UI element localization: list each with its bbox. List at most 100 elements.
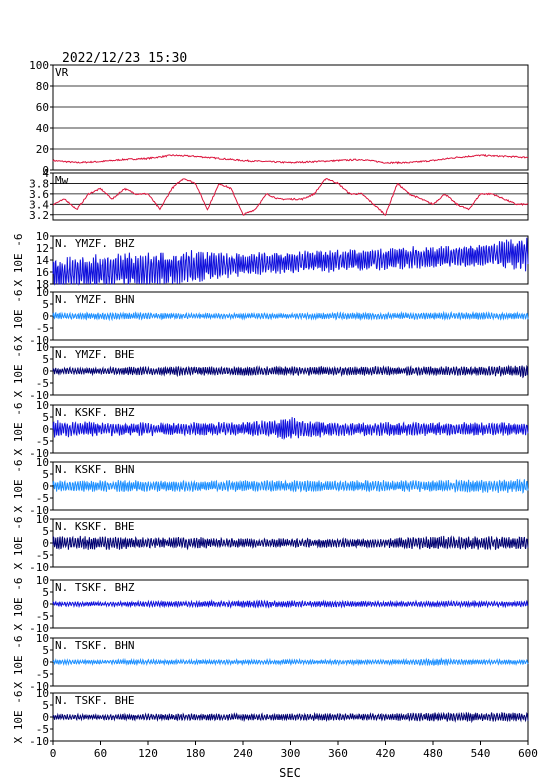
y-tick-label: 14 bbox=[36, 254, 50, 267]
y-axis-unit-label: X 10E -6 bbox=[12, 403, 25, 456]
series-line bbox=[52, 657, 529, 667]
panel-label: N. YMZF. BHN bbox=[55, 293, 134, 306]
y-tick-label: 5 bbox=[42, 525, 49, 538]
series-line bbox=[52, 310, 529, 322]
y-tick-label: 10 bbox=[36, 230, 49, 243]
x-tick-label: 600 bbox=[518, 747, 538, 760]
x-tick-label: 120 bbox=[138, 747, 158, 760]
x-tick-label: 420 bbox=[376, 747, 396, 760]
y-tick-label: 10 bbox=[36, 399, 49, 412]
panel-vr: 0 20 40 60 80 100 VR bbox=[29, 59, 529, 177]
y-tick-label: -5 bbox=[36, 668, 49, 681]
panel-label: N. YMZF. BHZ bbox=[55, 237, 135, 250]
y-tick-label: 40 bbox=[36, 122, 49, 135]
series-line bbox=[52, 153, 529, 165]
x-tick-label: 240 bbox=[233, 747, 253, 760]
y-tick-label: 0 bbox=[42, 423, 49, 436]
y-axis-unit-label: X 10E -6 bbox=[12, 691, 25, 744]
panel-label: VR bbox=[55, 66, 69, 79]
y-tick-label: 10 bbox=[36, 574, 49, 587]
y-tick-label: 10 bbox=[36, 341, 49, 354]
y-tick-label: 5 bbox=[42, 298, 49, 311]
panel-label: N. TSKF. BHN bbox=[55, 639, 134, 652]
y-tick-label: 5 bbox=[42, 699, 49, 712]
series-line bbox=[52, 599, 529, 609]
series-line bbox=[52, 364, 529, 379]
panel-frame bbox=[52, 172, 529, 221]
y-tick-label: -5 bbox=[36, 377, 49, 390]
y-tick-label: 5 bbox=[42, 468, 49, 481]
y-tick-label: -5 bbox=[36, 723, 49, 736]
y-tick-label: 16 bbox=[36, 266, 49, 279]
series-line bbox=[52, 237, 529, 286]
y-tick-label: 5 bbox=[42, 586, 49, 599]
y-tick-label: 20 bbox=[36, 143, 49, 156]
series-line bbox=[52, 478, 529, 494]
y-tick-label: -10 bbox=[29, 622, 49, 635]
y-tick-label: 10 bbox=[36, 456, 49, 469]
y-tick-label: 4 bbox=[42, 167, 49, 180]
y-tick-label: 3.8 bbox=[29, 177, 49, 190]
y-tick-label: -5 bbox=[36, 435, 49, 448]
y-tick-label: 80 bbox=[36, 80, 49, 93]
y-axis-unit-label: X 10E -6 bbox=[12, 234, 25, 287]
y-axis-unit-label: X 10E -6 bbox=[12, 460, 25, 513]
y-tick-label: -5 bbox=[36, 549, 49, 562]
panel-label: N. KSKF. BHE bbox=[55, 520, 134, 533]
x-tick-label: 300 bbox=[281, 747, 301, 760]
y-tick-label: -10 bbox=[29, 504, 49, 517]
y-tick-label: 0 bbox=[42, 164, 49, 177]
x-tick-label: 0 bbox=[50, 747, 57, 760]
y-tick-label: 0 bbox=[42, 480, 49, 493]
panel-label: N. TSKF. BHE bbox=[55, 694, 134, 707]
panel-label: N. KSKF. BHN bbox=[55, 463, 134, 476]
y-axis-unit-label: X 10E -6 bbox=[12, 290, 25, 343]
series-line bbox=[52, 535, 529, 551]
y-tick-label: 10 bbox=[36, 286, 49, 299]
y-tick-label: 5 bbox=[42, 353, 49, 366]
y-tick-label: 0 bbox=[42, 310, 49, 323]
y-tick-label: 0 bbox=[42, 656, 49, 669]
y-axis-unit-label: X 10E -6 bbox=[12, 636, 25, 689]
x-axis: 0 60 120 180 240 300 360 420 480 540 600 bbox=[50, 741, 538, 760]
header-datetime: 2022/12/23 15:30 bbox=[62, 51, 187, 66]
panel-label: N. KSKF. BHZ bbox=[55, 406, 135, 419]
y-tick-label: -10 bbox=[29, 334, 49, 347]
y-tick-label: -10 bbox=[29, 680, 49, 693]
panel-mw: 3.23.43.63.84 Mw bbox=[29, 167, 529, 222]
series-line bbox=[53, 178, 529, 216]
series-line bbox=[52, 417, 529, 441]
panel-label: Mw bbox=[55, 174, 69, 187]
x-axis-label: SEC bbox=[279, 766, 301, 780]
y-tick-label: -5 bbox=[36, 610, 49, 623]
y-tick-label: 10 bbox=[36, 513, 49, 526]
y-axis-unit-label: X 10E -6 bbox=[12, 517, 25, 570]
y-tick-label: 0 bbox=[42, 711, 49, 724]
y-tick-label: 3.2 bbox=[29, 209, 49, 222]
x-tick-label: 360 bbox=[328, 747, 348, 760]
y-tick-label: 0 bbox=[42, 365, 49, 378]
y-tick-label: 18 bbox=[36, 278, 49, 291]
panel-label: N. YMZF. BHE bbox=[55, 348, 134, 361]
y-tick-label: 10 bbox=[36, 632, 49, 645]
y-tick-label: -10 bbox=[29, 447, 49, 460]
y-tick-label: 5 bbox=[42, 411, 49, 424]
panel-frame bbox=[52, 64, 529, 171]
y-tick-label: -10 bbox=[29, 561, 49, 574]
y-axis-unit-label: X 10E -6 bbox=[12, 578, 25, 631]
panel-label: N. TSKF. BHZ bbox=[55, 581, 135, 594]
y-tick-label: 5 bbox=[42, 644, 49, 657]
y-tick-label: 3.6 bbox=[29, 188, 49, 201]
y-tick-label: 3.4 bbox=[29, 198, 49, 211]
y-tick-label: 60 bbox=[36, 101, 49, 114]
